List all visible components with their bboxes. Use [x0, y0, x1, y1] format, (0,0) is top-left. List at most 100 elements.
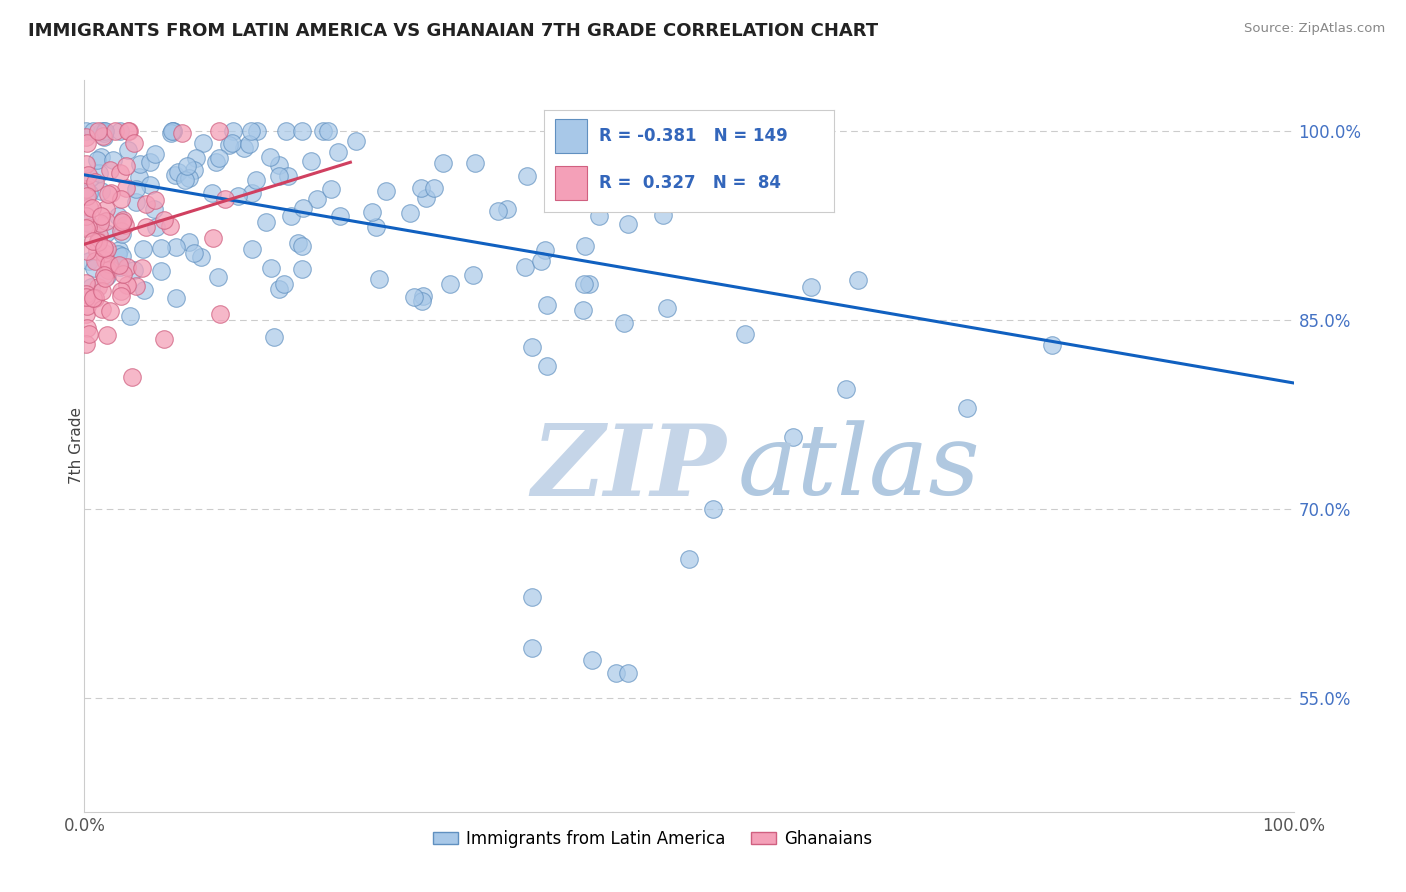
Point: [91, 124, 114, 138]
Point: [291, 262, 314, 277]
Point: [233, 141, 256, 155]
Point: [96, 202, 118, 216]
Point: [496, 202, 519, 216]
Point: [125, 195, 148, 210]
Point: [364, 219, 387, 234]
Point: [183, 163, 205, 178]
Point: [110, 288, 132, 302]
Point: [578, 277, 600, 291]
Point: [238, 136, 260, 151]
Point: [115, 181, 138, 195]
Point: [87, 234, 110, 248]
Point: [221, 136, 243, 150]
Point: [76, 320, 98, 334]
Point: [90, 301, 112, 316]
Point: [299, 154, 322, 169]
Point: [149, 263, 172, 277]
Point: [111, 215, 134, 229]
Point: [259, 150, 281, 164]
Point: [329, 209, 352, 223]
Point: [134, 283, 156, 297]
Point: [173, 173, 195, 187]
Point: [112, 267, 135, 281]
Point: [589, 134, 612, 148]
Point: [617, 665, 640, 680]
Point: [93, 241, 115, 255]
Point: [145, 219, 167, 234]
Point: [536, 359, 558, 374]
Point: [240, 242, 263, 256]
Point: [702, 502, 724, 516]
Point: [79, 171, 101, 186]
Point: [94, 214, 117, 228]
Point: [280, 209, 302, 223]
Point: [160, 127, 183, 141]
Point: [97, 262, 120, 277]
Point: [520, 340, 543, 354]
Text: atlas: atlas: [737, 420, 980, 516]
Point: [520, 591, 543, 605]
Point: [80, 201, 103, 215]
Point: [93, 268, 115, 282]
Point: [77, 254, 100, 268]
Point: [75, 209, 97, 223]
Point: [513, 260, 536, 274]
Point: [162, 124, 184, 138]
Point: [82, 124, 104, 138]
Point: [90, 184, 112, 198]
Point: [108, 166, 131, 180]
Point: [115, 260, 138, 274]
Point: [245, 172, 267, 186]
Point: [328, 145, 350, 160]
Point: [117, 143, 139, 157]
Point: [652, 208, 675, 222]
Point: [132, 242, 155, 256]
Point: [89, 216, 111, 230]
Point: [269, 158, 291, 172]
Point: [76, 299, 98, 313]
Point: [118, 124, 141, 138]
Point: [399, 206, 422, 220]
Point: [516, 169, 538, 183]
Point: [411, 293, 433, 308]
Point: [108, 243, 131, 257]
Point: [183, 245, 205, 260]
Point: [562, 177, 585, 191]
Point: [110, 285, 132, 299]
Point: [655, 301, 678, 315]
Point: [239, 124, 262, 138]
Point: [107, 247, 129, 261]
Point: [486, 204, 509, 219]
Point: [361, 204, 384, 219]
Point: [273, 277, 295, 291]
Point: [77, 169, 100, 183]
Point: [291, 239, 314, 253]
Point: [344, 134, 367, 148]
Point: [782, 430, 804, 444]
Point: [111, 227, 134, 241]
Point: [108, 260, 131, 274]
Point: [86, 153, 108, 167]
Point: [254, 214, 277, 228]
Point: [84, 254, 107, 268]
Point: [90, 150, 112, 164]
Point: [226, 188, 249, 202]
Point: [104, 124, 127, 138]
Point: [184, 151, 207, 165]
Point: [246, 124, 269, 138]
Point: [201, 186, 224, 200]
Point: [131, 261, 153, 276]
Point: [848, 273, 870, 287]
Point: [83, 261, 105, 276]
Point: [77, 219, 100, 234]
Point: [87, 227, 110, 242]
Point: [75, 156, 97, 170]
Point: [84, 174, 107, 188]
Point: [143, 194, 166, 208]
Point: [86, 235, 108, 249]
Point: [98, 303, 121, 318]
Point: [152, 332, 174, 346]
Point: [412, 289, 434, 303]
Point: [165, 240, 187, 254]
Point: [159, 219, 181, 234]
